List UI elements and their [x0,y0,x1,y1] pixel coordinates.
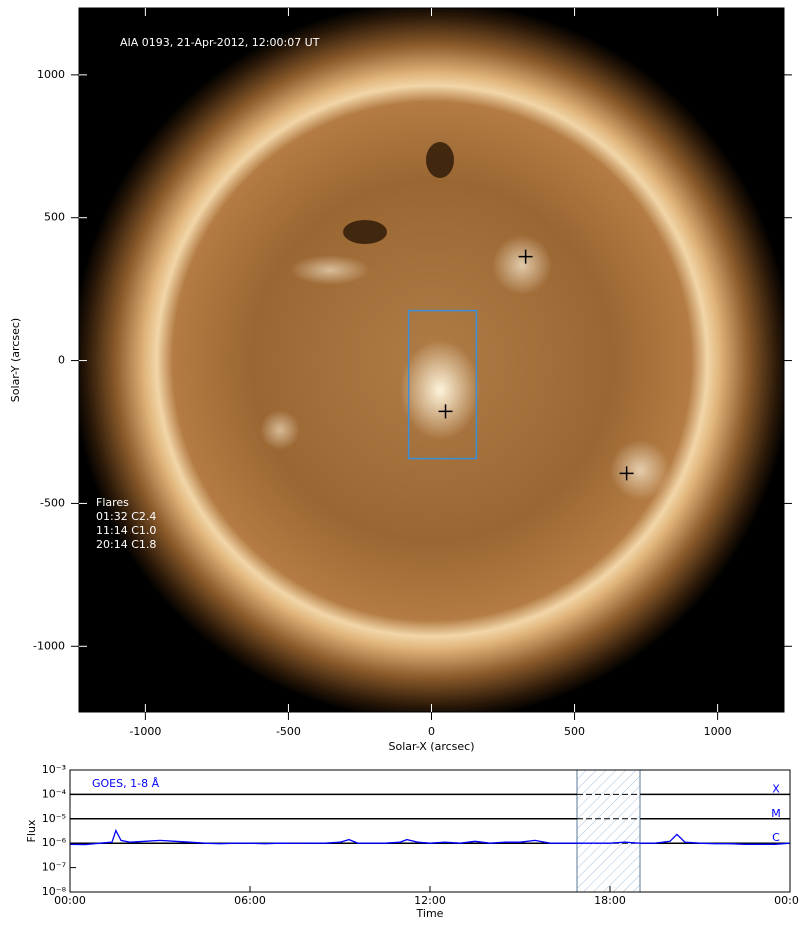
y-tick-label: 10⁻⁴ [42,787,67,800]
legend-entry: GOES, 1-8 Å [92,777,160,790]
y-tick-label: 10⁻⁸ [42,885,67,898]
x-tick-label: 12:00 [414,894,446,907]
active-region [610,440,670,500]
y-tick-label: 1000 [37,68,65,81]
coronal-hole [426,142,454,178]
active-region [400,340,480,440]
highlight-window [576,769,641,893]
flare-marker [438,404,453,419]
y-tick-label: -1000 [33,639,65,652]
active-region [260,410,300,450]
x-tick-label: -500 [276,725,301,738]
y-tick-label: 10⁻⁷ [42,861,66,874]
region-box [407,309,478,460]
y-tick-label: 500 [44,211,65,224]
level-label: X [772,782,780,795]
active-region [492,235,552,295]
annotation-title: Flares [96,496,129,509]
x-axis-label: Time [416,907,444,920]
x-tick-label: -1000 [129,725,161,738]
annotation-line: 20:14 C1.8 [96,538,156,551]
image-title: AIA 0193, 21-Apr-2012, 12:00:07 UT [120,36,320,49]
y-tick-label: -500 [40,496,65,509]
x-tick-label: 18:00 [594,894,626,907]
image-axes: -1000 -500 0 500 1000 -1000 -500 0 500 1000 Solar-… [9,7,792,753]
x-axis-label: Solar-X (arcsec) [389,740,475,753]
axes-frame [69,769,791,893]
y-tick-label: 10⁻⁵ [42,812,66,825]
coronal-hole [343,220,387,244]
y-tick-label: 10⁻⁶ [42,836,67,849]
annotation-line: 01:32 C2.4 [96,510,156,523]
y-axis-label: Solar-Y (arcsec) [9,318,22,402]
level-label: C [772,831,780,844]
x-tick-label: 06:00 [234,894,266,907]
x-tick-label: 1000 [704,725,732,738]
flare-marker [518,249,533,264]
y-axis-label: Flux [25,819,38,842]
solar-image [79,8,784,712]
y-tick-label: 0 [58,354,65,367]
x-tick-label: 0 [428,725,435,738]
flare-marker [619,466,634,481]
active-region [290,255,370,285]
x-tick-label: 500 [564,725,585,738]
x-tick-label: 00:00 [54,894,86,907]
level-label: M [771,807,781,820]
y-tick-label: 10⁻³ [42,763,66,776]
annotation-line: 11:14 C1.0 [96,524,156,537]
x-tick-label: 00:00 [774,894,799,907]
flux-line [69,828,791,846]
